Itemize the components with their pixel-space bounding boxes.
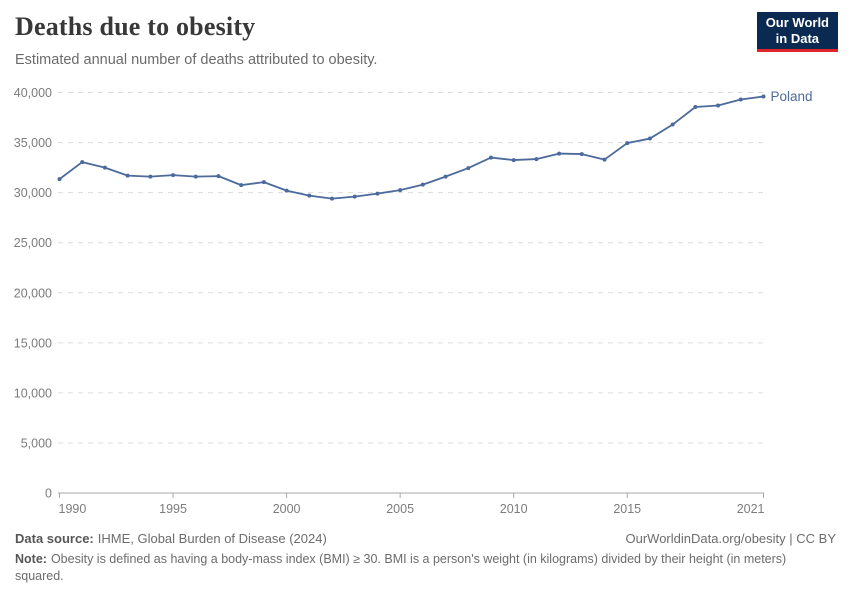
data-source-text: IHME, Global Burden of Disease (2024) xyxy=(97,531,327,546)
page-title: Deaths due to obesity xyxy=(15,12,256,41)
owid-logo-line1: Our World xyxy=(765,15,829,30)
chart-footer: Data source: IHME, Global Burden of Disea… xyxy=(15,531,836,585)
owid-logo-line2: in Data xyxy=(775,31,820,46)
svg-text:40,000: 40,000 xyxy=(14,86,52,100)
note-label: Note: xyxy=(15,552,47,566)
svg-text:1990: 1990 xyxy=(59,502,87,516)
svg-text:2000: 2000 xyxy=(273,502,301,516)
svg-text:Poland: Poland xyxy=(771,89,813,104)
svg-text:2015: 2015 xyxy=(613,502,641,516)
note-text: Obesity is defined as having a body-mass… xyxy=(15,552,787,583)
svg-text:0: 0 xyxy=(45,487,52,501)
svg-text:25,000: 25,000 xyxy=(14,236,52,250)
svg-text:20,000: 20,000 xyxy=(14,286,52,300)
svg-text:1995: 1995 xyxy=(159,502,187,516)
chart-note: Note: Obesity is defined as having a body… xyxy=(15,551,836,585)
svg-text:10,000: 10,000 xyxy=(14,386,52,400)
license-link: OurWorldinData.org/obesity | CC BY xyxy=(625,531,837,546)
svg-text:5,000: 5,000 xyxy=(21,436,52,450)
data-source-label: Data source: xyxy=(15,531,94,546)
svg-text:2021: 2021 xyxy=(737,502,765,516)
svg-text:2010: 2010 xyxy=(500,502,528,516)
data-source: Data source: IHME, Global Burden of Disea… xyxy=(15,531,327,546)
svg-text:15,000: 15,000 xyxy=(14,336,52,350)
owid-logo: Our World in Data xyxy=(756,12,838,52)
svg-text:2005: 2005 xyxy=(386,502,414,516)
chart-subtitle: Estimated annual number of deaths attrib… xyxy=(15,52,378,68)
svg-text:30,000: 30,000 xyxy=(14,186,52,200)
svg-text:35,000: 35,000 xyxy=(14,136,52,150)
